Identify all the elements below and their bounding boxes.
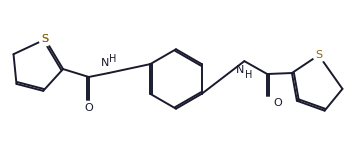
Text: S: S [315,50,322,60]
Text: H: H [245,70,252,80]
Text: N: N [100,58,109,68]
Text: S: S [42,34,49,44]
Text: O: O [273,98,282,108]
Text: S: S [42,34,49,44]
Text: O: O [84,103,93,113]
Text: N: N [236,65,245,75]
Text: H: H [109,54,116,64]
